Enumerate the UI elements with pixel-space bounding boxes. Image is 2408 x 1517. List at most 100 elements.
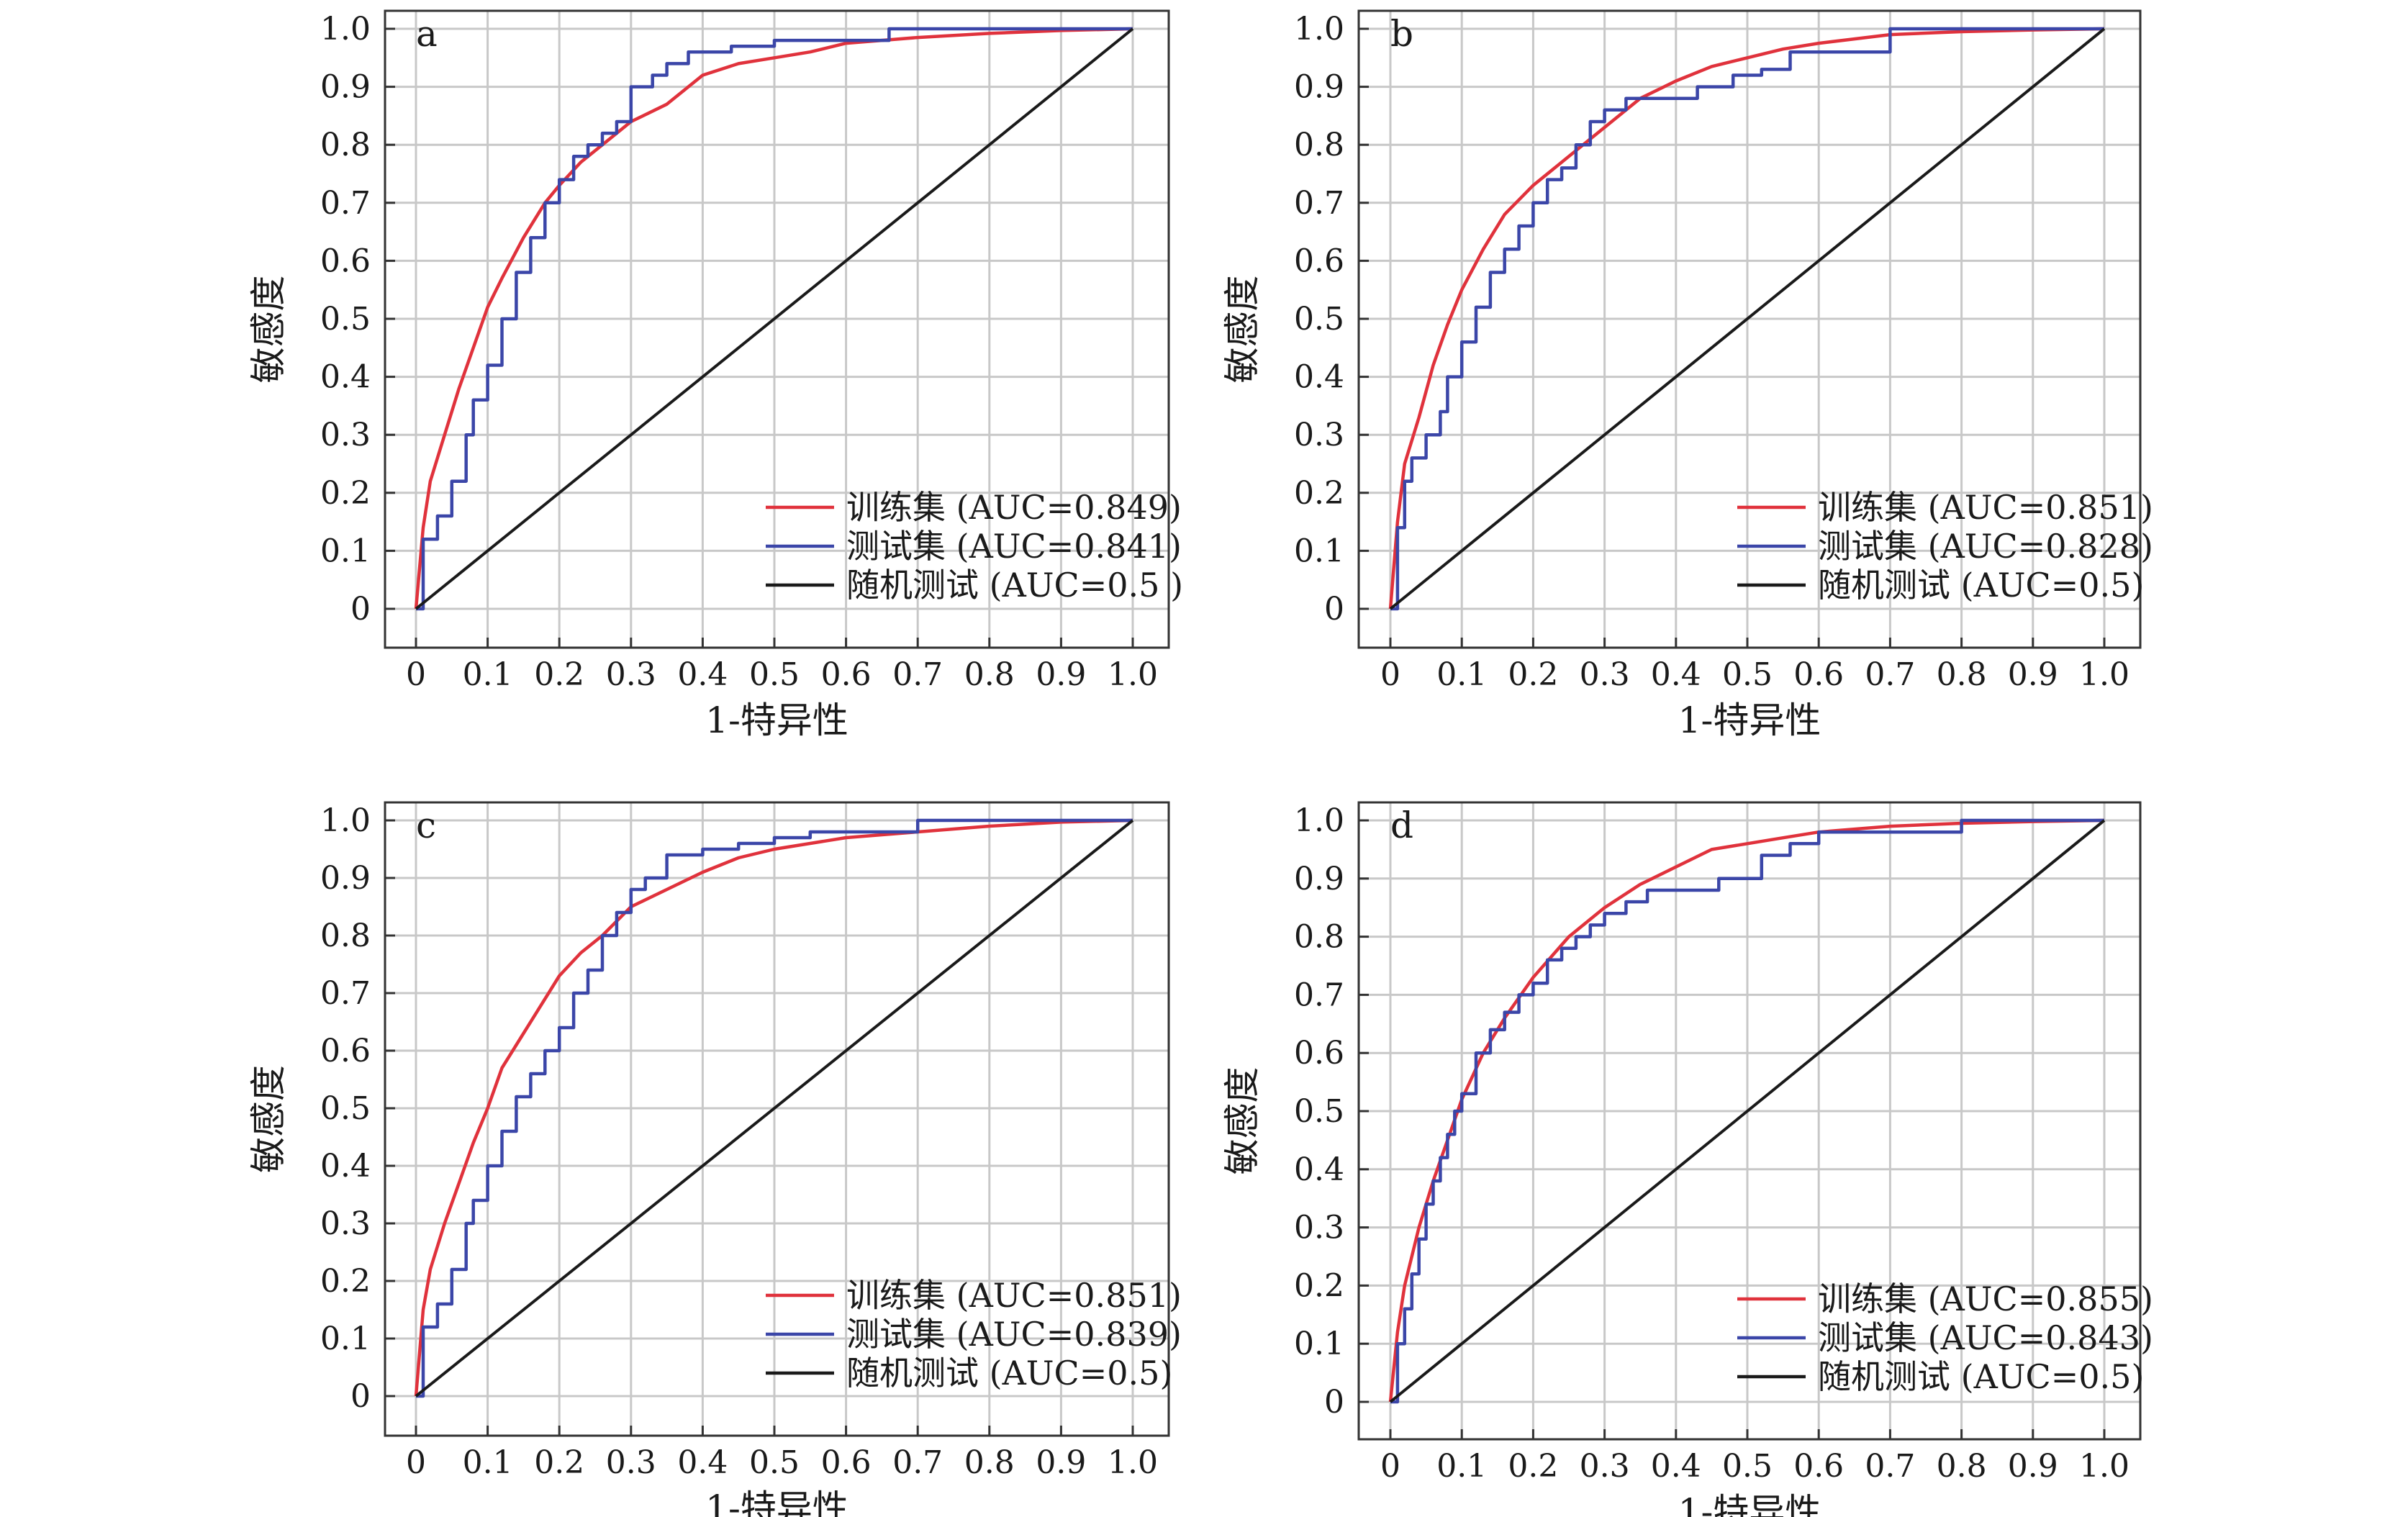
series-line-test bbox=[1390, 818, 2104, 1404]
x-tick-label: 0.3 bbox=[1580, 1448, 1630, 1485]
panel-label: c bbox=[416, 805, 436, 846]
x-tick-label: 0.7 bbox=[1865, 1448, 1915, 1485]
series-line-test bbox=[416, 27, 1133, 611]
plot-frame bbox=[1357, 801, 2142, 1441]
x-tick-label: 0.6 bbox=[821, 656, 872, 693]
panel-label: b bbox=[1390, 13, 1413, 55]
y-tick-label: 0.9 bbox=[1294, 861, 1344, 897]
x-tick-label: 0.5 bbox=[749, 656, 800, 693]
x-tick-label: 0.4 bbox=[677, 1444, 728, 1481]
x-tick-label: 0.9 bbox=[2008, 656, 2058, 693]
x-tick-label: 0.3 bbox=[1580, 656, 1630, 693]
x-tick-label: 0.9 bbox=[1036, 656, 1086, 693]
panel-label: a bbox=[416, 13, 438, 55]
x-tick-label: 0.8 bbox=[964, 656, 1015, 693]
series-line-train bbox=[414, 27, 1133, 610]
x-axis-label: 1-特异性 bbox=[1678, 699, 1821, 741]
x-tick-label: 0 bbox=[1380, 656, 1400, 693]
y-tick-label: 0.8 bbox=[320, 127, 371, 163]
series-line-test bbox=[1390, 27, 2104, 611]
x-tick-label: 0.7 bbox=[892, 656, 943, 693]
y-tick-label: 1.0 bbox=[1294, 802, 1344, 839]
series-line-random bbox=[415, 819, 1134, 1398]
y-tick-label: 0.8 bbox=[320, 918, 371, 954]
x-tick-label: 0.7 bbox=[892, 1444, 943, 1481]
chart-panel-a: 0 0.1 0.2 0.3 0.4 0.5 0.6 0.7 0.8 0.9 1.0 0 0.1 0.2 0.… bbox=[248, 9, 1183, 741]
y-tick-label: 0.2 bbox=[1294, 1267, 1344, 1304]
y-tick-label: 0.2 bbox=[1294, 475, 1344, 512]
x-tick-label: 0.4 bbox=[1651, 1448, 1701, 1485]
series-line-train bbox=[414, 818, 1133, 1397]
x-tick-label: 1.0 bbox=[1108, 656, 1158, 693]
y-tick-label: 0.4 bbox=[320, 359, 371, 396]
plot-frame bbox=[384, 801, 1170, 1437]
x-tick-label: 0.7 bbox=[1865, 656, 1915, 693]
y-tick-label: 0.7 bbox=[320, 975, 371, 1012]
y-tick-label: 0.1 bbox=[320, 533, 371, 569]
y-tick-label: 0.6 bbox=[320, 1033, 371, 1069]
y-tick-label: 0.2 bbox=[320, 475, 371, 512]
y-axis-label: 敏感度 bbox=[1221, 1067, 1263, 1175]
chart-panel-b: 0 0.1 0.2 0.3 0.4 0.5 0.6 0.7 0.8 0.9 1.0 0 0.1 0.2 0.… bbox=[1221, 9, 2153, 741]
legend-label-random: 随机测试 (AUC=0.5) bbox=[846, 1354, 1172, 1393]
y-tick-label: 0.7 bbox=[320, 185, 371, 222]
legend-label-train: 训练集 (AUC=0.851) bbox=[846, 1276, 1182, 1315]
x-tick-label: 0.2 bbox=[1508, 656, 1558, 693]
x-axis-label: 1-特异性 bbox=[705, 699, 848, 741]
y-tick-label: 0.4 bbox=[1294, 1151, 1344, 1188]
plot-frame bbox=[384, 9, 1170, 649]
x-tick-label: 0.9 bbox=[1036, 1444, 1086, 1481]
x-tick-label: 0.2 bbox=[534, 656, 584, 693]
y-tick-label: 0.5 bbox=[1294, 301, 1344, 338]
x-tick-label: 0.4 bbox=[677, 656, 728, 693]
x-tick-label: 0.6 bbox=[1793, 656, 1844, 693]
x-tick-label: 0 bbox=[406, 656, 426, 693]
x-tick-label: 0 bbox=[1380, 1448, 1400, 1485]
x-tick-label: 0.1 bbox=[1436, 1448, 1487, 1485]
x-tick-label: 0.6 bbox=[821, 1444, 872, 1481]
x-tick-label: 0.5 bbox=[749, 1444, 800, 1481]
y-tick-label: 0.9 bbox=[1294, 69, 1344, 106]
y-axis-label: 敏感度 bbox=[248, 1065, 289, 1173]
plot-frame bbox=[1357, 9, 2142, 649]
y-tick-label: 0 bbox=[350, 591, 371, 628]
x-tick-label: 0.5 bbox=[1722, 1448, 1773, 1485]
x-tick-label: 0.2 bbox=[534, 1444, 584, 1481]
x-tick-label: 0.2 bbox=[1508, 1448, 1558, 1485]
y-tick-label: 1.0 bbox=[320, 802, 371, 839]
y-tick-label: 0.6 bbox=[320, 243, 371, 279]
series-line-train bbox=[1388, 27, 2105, 610]
x-tick-label: 0.1 bbox=[463, 1444, 513, 1481]
x-tick-label: 0.5 bbox=[1722, 656, 1773, 693]
legend-label-test: 测试集 (AUC=0.843) bbox=[1818, 1318, 2153, 1357]
x-tick-label: 0.3 bbox=[606, 1444, 656, 1481]
series-line-random bbox=[415, 27, 1134, 610]
x-tick-label: 0.8 bbox=[964, 1444, 1015, 1481]
y-tick-label: 0.9 bbox=[320, 860, 371, 897]
x-tick-label: 1.0 bbox=[2079, 1448, 2129, 1485]
x-tick-label: 0 bbox=[406, 1444, 426, 1481]
y-tick-label: 1.0 bbox=[1294, 11, 1344, 47]
y-tick-label: 0.1 bbox=[1294, 1326, 1344, 1362]
x-tick-label: 0.8 bbox=[1937, 1448, 1987, 1485]
y-tick-label: 0.7 bbox=[1294, 977, 1344, 1013]
y-tick-label: 0.6 bbox=[1294, 243, 1344, 279]
legend-label-test: 测试集 (AUC=0.839) bbox=[846, 1315, 1182, 1354]
y-tick-label: 0.3 bbox=[1294, 1210, 1344, 1246]
y-axis-label: 敏感度 bbox=[1221, 276, 1263, 384]
series-line-test bbox=[416, 818, 1133, 1398]
x-tick-label: 0.4 bbox=[1651, 656, 1701, 693]
x-axis-label: 1-特异性 bbox=[705, 1487, 848, 1517]
x-tick-label: 0.3 bbox=[606, 656, 656, 693]
x-tick-label: 0.1 bbox=[1436, 656, 1487, 693]
y-axis-label: 敏感度 bbox=[248, 276, 289, 384]
x-tick-label: 1.0 bbox=[1108, 1444, 1158, 1481]
legend-label-random: 随机测试 (AUC=0.5) bbox=[1818, 566, 2144, 604]
x-tick-label: 0.6 bbox=[1793, 1448, 1844, 1485]
legend-label-train: 训练集 (AUC=0.851) bbox=[1818, 488, 2153, 527]
legend-label-random: 随机测试 (AUC=0.5) bbox=[1818, 1357, 2144, 1396]
y-tick-label: 0.8 bbox=[1294, 127, 1344, 163]
legend-label-train: 训练集 (AUC=0.849) bbox=[846, 488, 1182, 527]
legend-label-random: 随机测试 (AUC=0.5 ) bbox=[846, 566, 1183, 604]
y-tick-label: 0 bbox=[1324, 591, 1344, 628]
